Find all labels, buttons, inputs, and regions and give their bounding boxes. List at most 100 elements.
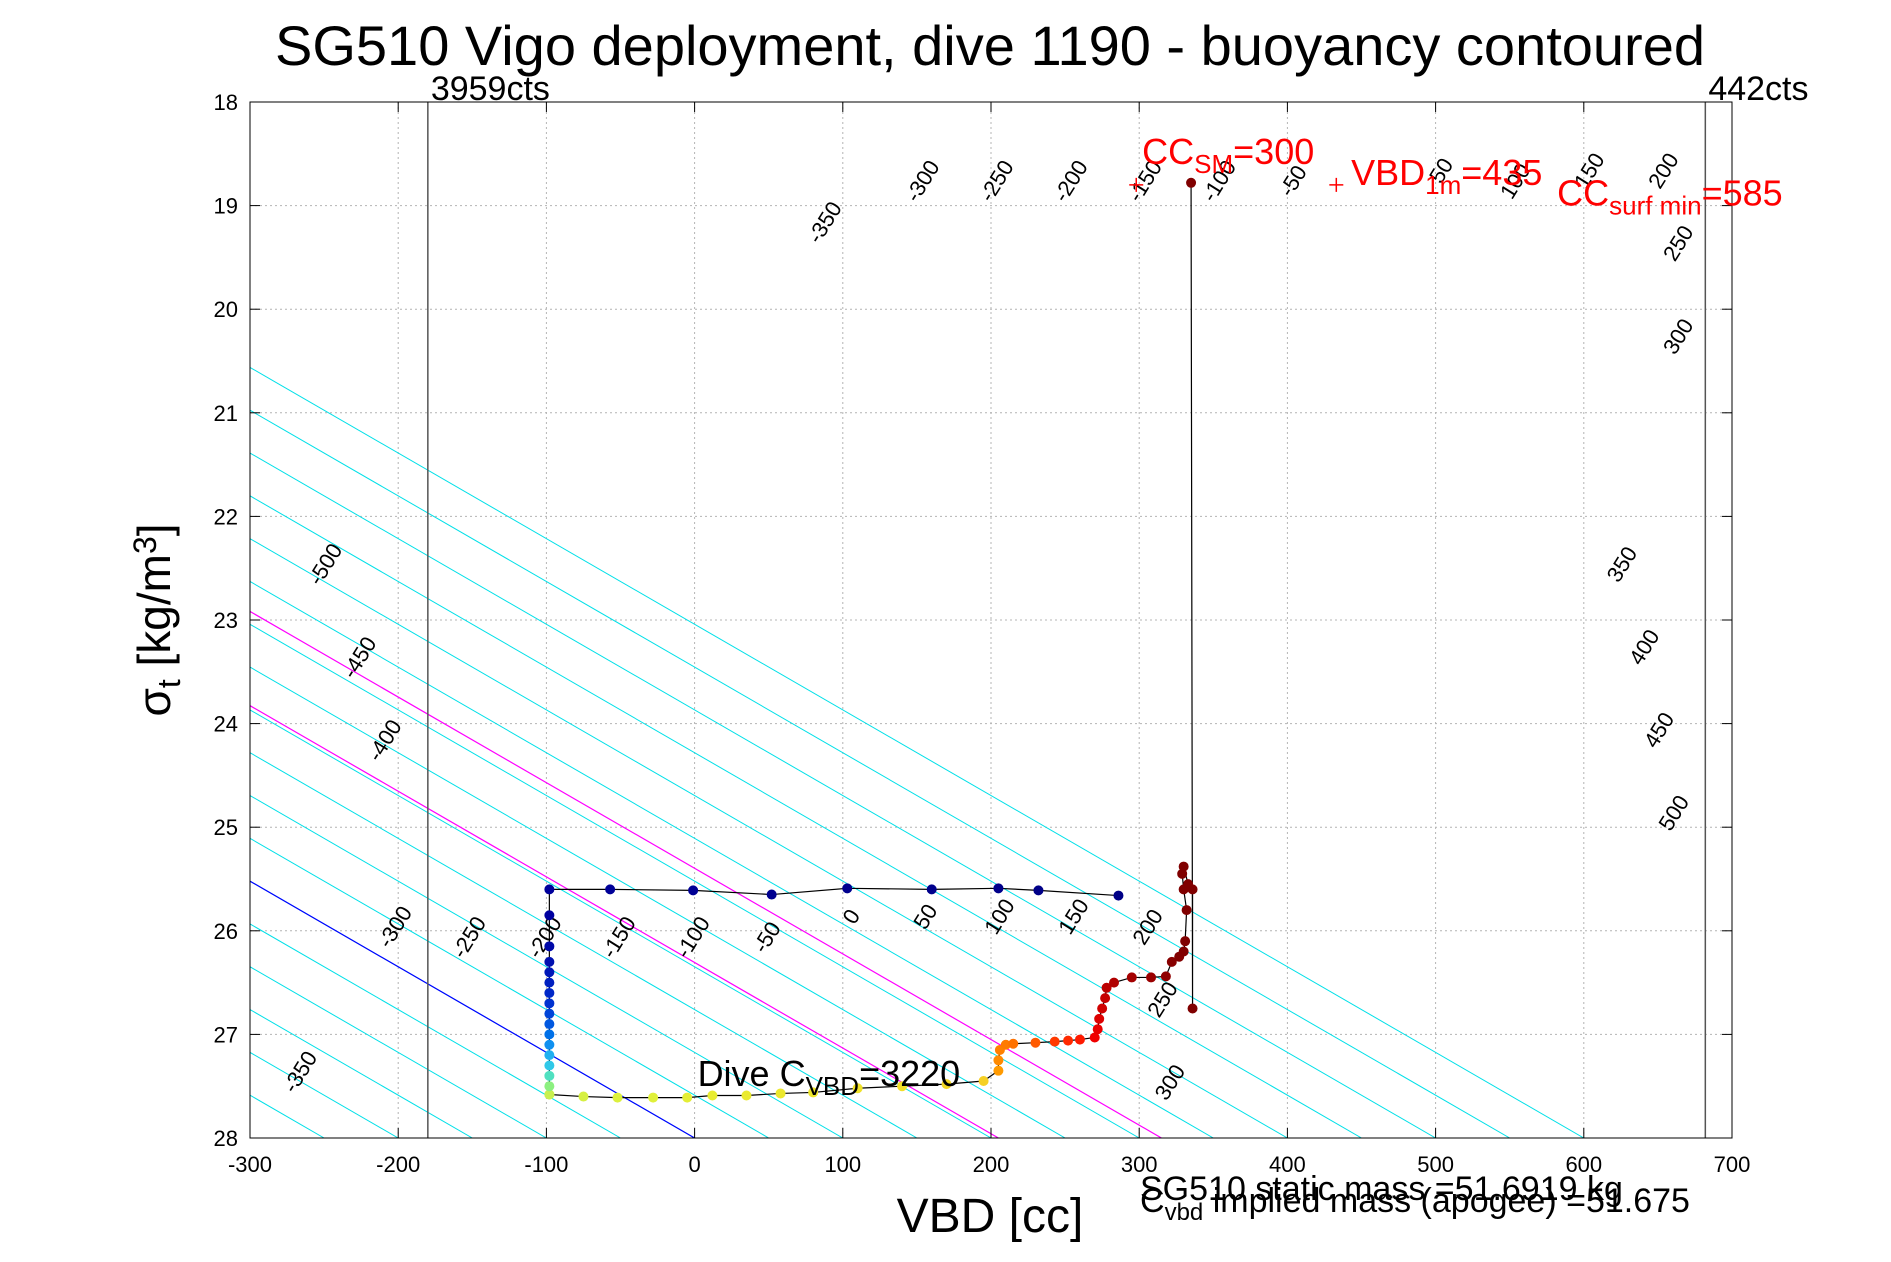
climb-series-point xyxy=(605,884,616,895)
y-tick-label: 24 xyxy=(214,712,238,737)
y-tick-label: 22 xyxy=(214,504,238,529)
buoyancy-contour-line xyxy=(250,837,769,1138)
x-tick-label: 0 xyxy=(688,1152,700,1177)
x-tick-label: 600 xyxy=(1565,1152,1602,1177)
footer-implied-mass-rest: implied mass (apogee) =51.675 xyxy=(1203,1182,1690,1220)
climb-series-point xyxy=(544,967,555,978)
red-plus-marker xyxy=(1329,177,1344,192)
dive-series-point xyxy=(1074,1034,1085,1045)
dive-series-point xyxy=(1030,1037,1041,1048)
climb-series-point xyxy=(544,977,555,988)
climb-series-point xyxy=(688,885,699,896)
dive-cvbd-label-rest: =3220 xyxy=(859,1053,960,1094)
dive-series-point xyxy=(578,1091,589,1102)
y-tick-label: 19 xyxy=(214,194,238,219)
dive-series-point xyxy=(1146,972,1157,983)
red-plus-marker xyxy=(1129,177,1144,192)
red-label-0-rest: =300 xyxy=(1233,131,1314,172)
climb-series-point xyxy=(544,1089,555,1100)
climb-series-point xyxy=(544,998,555,1009)
climb-series-point xyxy=(544,1070,555,1081)
climb-series-point xyxy=(544,1008,555,1019)
buoyancy-contour-line xyxy=(0,102,102,1138)
dive-series-point xyxy=(1100,993,1111,1004)
x-tick-label: -100 xyxy=(524,1152,568,1177)
buoyancy-contour-line xyxy=(250,666,1066,1138)
red-label-2-base: CC xyxy=(1557,173,1609,214)
buoyancy-contour-line xyxy=(250,580,1214,1138)
y-tick-label: 25 xyxy=(214,815,238,840)
x-axis-label: VBD [cc] xyxy=(897,1190,1084,1243)
dive-series-point xyxy=(808,1087,819,1098)
buoyancy-contour-line xyxy=(250,366,1585,1138)
dive-series-point xyxy=(707,1090,718,1101)
reference-line-cc_surf_min xyxy=(250,610,1162,1138)
dive-series-point xyxy=(1049,1036,1060,1047)
dive-cvbd-label: Dive CVBD=3220 xyxy=(698,1053,961,1101)
dive-series-point xyxy=(852,1083,863,1094)
buoyancy-contour-line xyxy=(250,709,992,1138)
dive-cvbd-label-sub: VBD xyxy=(806,1071,859,1101)
axis-ticks: -300 -200 -100 0 100 200 300 400 500 600 700 18 19 20… xyxy=(214,90,1751,1177)
dive-series-point xyxy=(1180,936,1191,947)
dive-series-point xyxy=(1187,884,1198,895)
climb-series-point xyxy=(544,1019,555,1030)
climb-series-point xyxy=(544,1060,555,1071)
red-label-1-sub: 1m xyxy=(1425,170,1461,200)
dive-series-point xyxy=(741,1090,752,1101)
dive-series-point xyxy=(993,1055,1004,1066)
footer-implied-mass-base: C xyxy=(1140,1182,1165,1220)
dive-series-point xyxy=(1187,1003,1198,1014)
y-axis-label-sub: t xyxy=(151,679,187,688)
reference-lines xyxy=(250,610,1162,1138)
climb-series-point xyxy=(842,883,853,894)
reference-line-cc_sm xyxy=(250,704,999,1138)
dive-climb-series xyxy=(544,177,1198,1103)
red-label-0-sub: SM xyxy=(1194,149,1233,179)
red-label-2-rest: =585 xyxy=(1702,173,1783,214)
dive-series-point xyxy=(1178,861,1189,872)
footer-implied-mass-sub: vbd xyxy=(1165,1199,1204,1226)
buoyancy-contour-line xyxy=(250,409,1510,1138)
dive-series-point xyxy=(1109,977,1120,988)
dive-series-point xyxy=(897,1081,908,1092)
red-label-0-base: CC xyxy=(1142,131,1194,172)
y-tick-label: 26 xyxy=(214,919,238,944)
footer-implied-mass: Cvbd implied mass (apogee) =51.675 xyxy=(1140,1182,1690,1226)
climb-series-point xyxy=(544,1039,555,1050)
dive-series-point xyxy=(1186,177,1197,188)
y-axis-label-sup: 3 xyxy=(127,536,163,554)
grid-lines xyxy=(250,102,1732,1138)
dive-series-point xyxy=(1094,1013,1105,1024)
climb-series-point xyxy=(1113,890,1124,901)
dive-series-point xyxy=(612,1092,623,1103)
y-tick-label: 21 xyxy=(214,401,238,426)
climb-series-point xyxy=(544,1029,555,1040)
dive-series-point xyxy=(978,1076,989,1087)
x-tick-label: -300 xyxy=(228,1152,272,1177)
x-tick-label: 700 xyxy=(1714,1152,1751,1177)
dive-series-point xyxy=(1101,982,1112,993)
buoyancy-contour-line xyxy=(250,752,918,1138)
climb-series-point xyxy=(1033,885,1044,896)
red-label-1-base: VBD xyxy=(1351,152,1425,193)
buoyancy-contour-line xyxy=(250,452,1436,1138)
climb-series-point xyxy=(544,941,555,952)
y-tick-label: 27 xyxy=(214,1022,238,1047)
climb-series-point xyxy=(544,1081,555,1092)
buoyancy-contour-line xyxy=(250,923,621,1138)
dive-series-point xyxy=(1097,1003,1108,1014)
climb-series-point xyxy=(544,956,555,967)
dive-series-point xyxy=(1160,971,1171,982)
y-tick-label: 20 xyxy=(214,297,238,322)
dive-series-line xyxy=(549,182,1194,1099)
dive-series-point xyxy=(1178,946,1189,957)
chart-title: SG510 Vigo deployment, dive 1190 - buoya… xyxy=(275,14,1705,77)
dive-series-point xyxy=(648,1092,659,1103)
reference-line-vbd_nb xyxy=(250,880,695,1138)
dive-series-point xyxy=(993,1065,1004,1076)
x-tick-label: 100 xyxy=(824,1152,861,1177)
y-axis-label-end: ] xyxy=(128,523,180,536)
dive-series-point xyxy=(1181,905,1192,916)
